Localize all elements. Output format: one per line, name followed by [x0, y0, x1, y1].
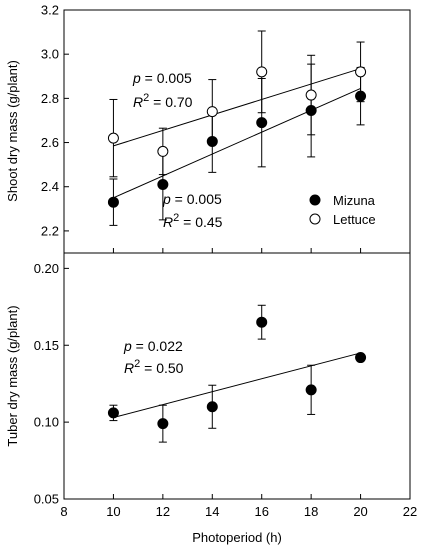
- r-symbol: R: [124, 360, 134, 376]
- r2-value: = 0.70: [149, 94, 192, 110]
- bottom-y-axis-title: Tuber dry mass (g/plant): [5, 305, 20, 446]
- shoot-data-point: [305, 89, 317, 101]
- y-tick-label: 3.0: [41, 47, 59, 62]
- x-axis-title: Photoperiod (h): [192, 530, 282, 545]
- tuber-data-point: [355, 352, 367, 364]
- bottom-y-axis: 0.05 0.10 0.15 0.20: [34, 261, 69, 507]
- r2-value: = 0.50: [140, 360, 183, 376]
- x-tick-label: 22: [403, 504, 417, 519]
- bottom-regression-line: [113, 352, 361, 418]
- y-tick-label: 3.2: [41, 3, 59, 18]
- shoot-data-point: [157, 145, 169, 157]
- shoot-data-point: [107, 196, 119, 208]
- legend-lettuce-label: Lettuce: [333, 212, 376, 227]
- shoot-data-point: [206, 135, 218, 147]
- x-tick-label: 10: [106, 504, 120, 519]
- r-exponent: 2: [134, 358, 140, 370]
- tuber-data-point: [305, 384, 317, 396]
- r2-value: = 0.45: [179, 214, 222, 230]
- top-y-axis: 2.2 2.4 2.6 2.8 3.0 3.2: [41, 3, 69, 238]
- shoot-data-point: [355, 66, 367, 78]
- x-tick-label: 14: [205, 504, 219, 519]
- shoot-data-point: [256, 66, 268, 78]
- mizuna-p-annotation: p = 0.005: [162, 191, 222, 207]
- r-exponent: 2: [143, 92, 149, 104]
- tuber-data-point: [256, 316, 268, 328]
- tuber-data-point: [206, 401, 218, 413]
- legend: Mizuna Lettuce: [309, 193, 376, 227]
- shoot-data-point: [157, 179, 169, 191]
- r-symbol: R: [133, 94, 143, 110]
- shoot-data-point: [305, 105, 317, 117]
- top-y-axis-title: Shoot dry mass (g/plant): [5, 60, 20, 202]
- y-tick-label: 2.6: [41, 135, 59, 150]
- r-exponent: 2: [173, 212, 179, 224]
- bottom-panel-frame: [63, 252, 411, 500]
- tuber-data-point: [157, 418, 169, 430]
- shoot-data-point: [256, 117, 268, 129]
- p-symbol: p: [123, 338, 132, 354]
- tuber-fit-line-0: [113, 352, 361, 418]
- lettuce-r2-annotation: R2 = 0.70: [133, 92, 193, 110]
- y-tick-label: 2.4: [41, 179, 59, 194]
- legend-mizuna-marker: [309, 194, 321, 206]
- y-tick-label: 0.20: [34, 261, 59, 276]
- top-data-points: [107, 30, 367, 226]
- x-tick-label: 18: [304, 504, 318, 519]
- x-tick-label: 16: [254, 504, 268, 519]
- legend-lettuce-marker: [309, 213, 321, 225]
- x-tick-label: 8: [60, 504, 67, 519]
- x-tick-label: 12: [156, 504, 170, 519]
- shoot-data-point: [107, 132, 119, 144]
- p-value: = 0.005: [141, 70, 192, 86]
- tuber-r2-annotation: R2 = 0.50: [124, 358, 184, 376]
- y-tick-label: 0.15: [34, 338, 59, 353]
- p-value: = 0.005: [171, 191, 222, 207]
- p-symbol: p: [162, 191, 171, 207]
- bottom-data-points: [107, 304, 367, 443]
- tuber-data-point: [107, 407, 119, 419]
- tuber-p-annotation: p = 0.022: [123, 338, 183, 354]
- p-value: = 0.022: [132, 338, 183, 354]
- y-tick-label: 2.2: [41, 223, 59, 238]
- shoot-data-point: [206, 106, 218, 118]
- shoot-data-point: [355, 90, 367, 102]
- shoot-fit-line-0: [113, 87, 361, 199]
- x-axis: 8 10 12 14 16 18 20 22: [60, 248, 417, 519]
- lettuce-p-annotation: p = 0.005: [132, 70, 192, 86]
- top-regression-lines: [113, 68, 361, 199]
- y-tick-label: 0.05: [34, 492, 59, 507]
- r-symbol: R: [163, 214, 173, 230]
- p-symbol: p: [132, 70, 141, 86]
- y-tick-label: 0.10: [34, 415, 59, 430]
- shoot-fit-line-1: [113, 68, 361, 147]
- x-tick-label: 20: [353, 504, 367, 519]
- legend-mizuna-label: Mizuna: [333, 193, 376, 208]
- mizuna-r2-annotation: R2 = 0.45: [163, 212, 223, 230]
- y-tick-label: 2.8: [41, 91, 59, 106]
